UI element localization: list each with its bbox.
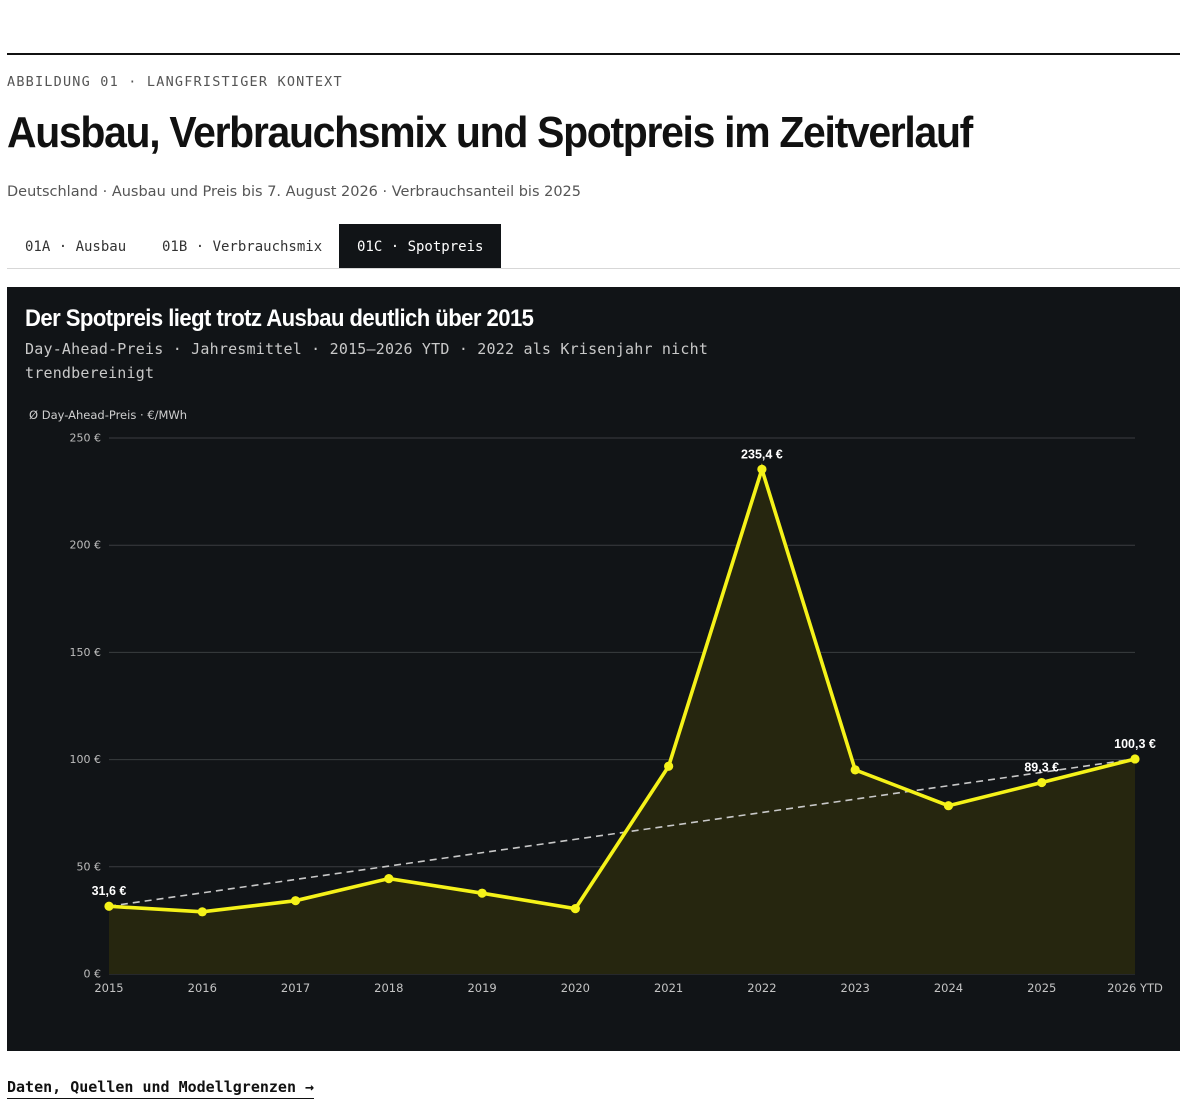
data-point	[570, 904, 580, 914]
data-point	[477, 888, 487, 898]
top-rule	[7, 53, 1180, 55]
x-tick-label: 2026 YTD	[1107, 981, 1163, 995]
data-point	[1130, 754, 1140, 764]
x-tick-label: 2024	[934, 981, 963, 995]
x-tick-label: 2021	[654, 981, 683, 995]
data-point	[757, 464, 767, 474]
data-label: 235,4 €	[741, 447, 783, 461]
series-area	[109, 469, 1135, 974]
y-tick-label: 50 €	[77, 860, 102, 873]
data-point	[197, 907, 207, 917]
data-sources-link[interactable]: Daten, Quellen und Modellgrenzen →	[7, 1078, 315, 1099]
tab-ausbau[interactable]: 01A · Ausbau	[25, 239, 127, 255]
x-tick-label: 2023	[841, 981, 870, 995]
y-tick-label: 200 €	[70, 539, 102, 552]
data-label: 31,6 €	[92, 884, 127, 898]
chart-panel: Der Spotpreis liegt trotz Ausbau deutlic…	[7, 287, 1180, 1051]
x-tick-label: 2020	[561, 981, 590, 995]
data-point	[943, 801, 954, 811]
y-tick-label: 150 €	[70, 646, 102, 659]
x-tick-label: 2017	[281, 981, 310, 995]
page-subtitle: Deutschland · Ausbau und Preis bis 7. Au…	[7, 184, 582, 200]
trend-line	[108, 758, 1136, 908]
y-axis-title: Ø Day-Ahead-Preis · €/MWh	[29, 408, 188, 422]
y-tick-label: 100 €	[70, 753, 102, 766]
figure-kicker: ABBILDUNG 01 · LANGFRISTIGER KONTEXT	[7, 74, 343, 90]
y-tick-label: 0 €	[84, 968, 102, 981]
x-tick-label: 2025	[1027, 981, 1056, 995]
chart-title: Der Spotpreis liegt trotz Ausbau deutlic…	[25, 305, 534, 332]
data-point	[104, 901, 114, 911]
x-tick-label: 2016	[188, 981, 217, 995]
chart-subtitle: Day-Ahead-Preis · Jahresmittel · 2015–20…	[25, 340, 709, 382]
series-line	[108, 463, 1136, 914]
tab-spotpreis[interactable]: 01C · Spotpreis	[339, 224, 501, 268]
x-tick-label: 2015	[94, 981, 123, 995]
data-label: 100,3 €	[1114, 737, 1156, 751]
data-label: 89,3 €	[1024, 761, 1059, 775]
page-title: Ausbau, Verbrauchsmix und Spotpreis im Z…	[7, 108, 973, 157]
x-tick-label: 2019	[467, 981, 496, 995]
data-point	[850, 765, 860, 775]
x-tick-label: 2022	[747, 981, 776, 995]
tab-bar: 01A · Ausbau 01B · Verbrauchsmix 01C · S…	[7, 224, 1180, 269]
y-tick-label: 250 €	[70, 432, 102, 445]
data-point	[290, 896, 301, 906]
data-point	[384, 873, 394, 884]
x-tick-label: 2018	[374, 981, 403, 995]
tab-verbrauchsmix[interactable]: 01B · Verbrauchsmix	[162, 239, 323, 255]
data-point	[1037, 777, 1047, 788]
data-point	[664, 761, 674, 771]
spotpreis-line-chart: 0 € 50 € 100 € 150 € 200 € 250 € 2015 2016 2017 2…	[70, 432, 1164, 996]
